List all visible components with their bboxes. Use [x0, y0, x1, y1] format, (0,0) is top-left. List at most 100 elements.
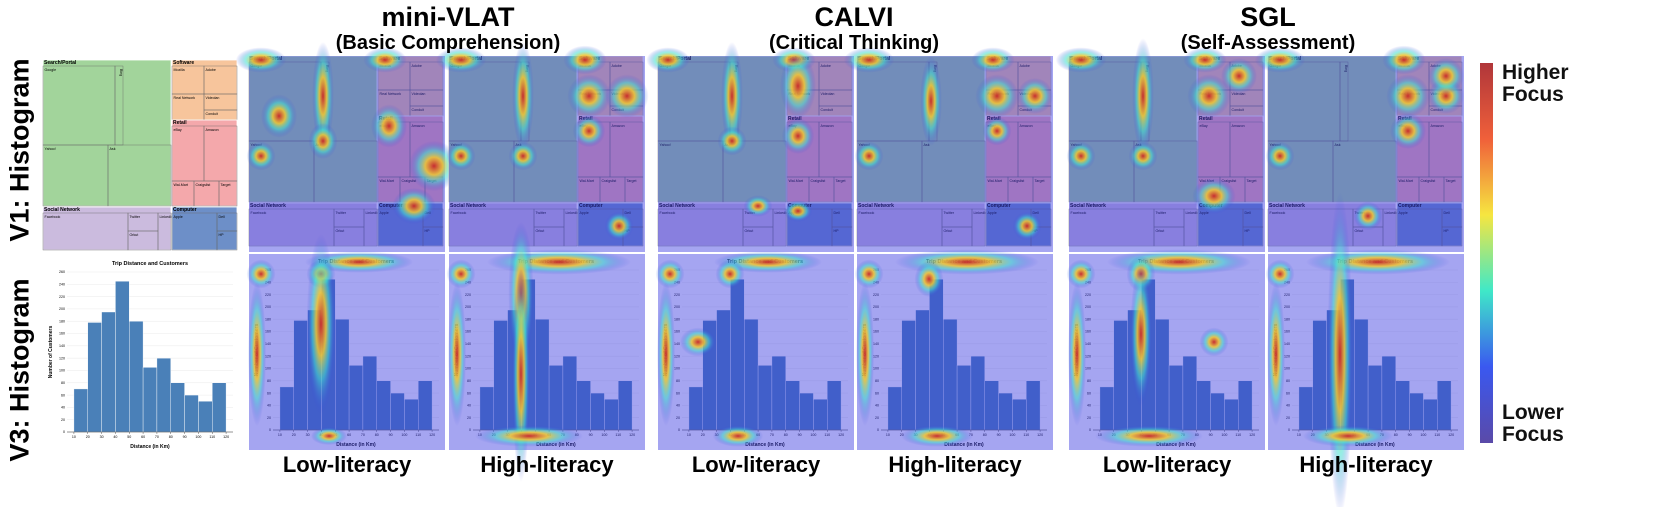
treemap-cell-label: HP	[1444, 229, 1450, 233]
y-tick-label: 200	[1284, 305, 1290, 309]
x-tick-label: 120	[429, 433, 435, 437]
x-axis-label: Distance (in Km)	[1355, 442, 1395, 448]
treemap-cell-label: Amazon	[412, 124, 425, 128]
y-tick-label: 160	[59, 332, 65, 336]
y-tick-label: 40	[467, 404, 471, 408]
treemap-cell-label: Adobe	[612, 64, 622, 68]
y-tick-label: 180	[59, 319, 65, 323]
x-tick-label: 10	[278, 433, 282, 437]
treemap-cell-label: Mozilla	[174, 68, 185, 72]
treemap-cell-label: Craigslist	[811, 179, 826, 183]
treemap-cell-label: Amazon	[821, 124, 834, 128]
treemap-cell	[1032, 176, 1052, 203]
treemap-cell-label: Target	[221, 183, 231, 187]
x-tick-label: 110	[1023, 433, 1029, 437]
treemap-cell	[363, 208, 378, 247]
x-tick-label: 80	[169, 435, 173, 439]
reference-histogram: 0 20 40 60 80 100 120 140 160 180 200 220 240 260 10 20…	[43, 256, 239, 452]
treemap-cell-label: Ask	[110, 147, 116, 151]
attention-blob	[721, 42, 743, 150]
y-tick-label: 0	[469, 428, 471, 432]
bar	[101, 311, 116, 433]
y-tick-label: 120	[873, 354, 879, 358]
heatmap-treemap: Search/PortalGoogleBingYahoo!AskSoftware…	[1055, 38, 1265, 252]
treemap-cell-label: Facebook	[45, 215, 61, 219]
y-tick-label: 100	[1085, 367, 1091, 371]
x-tick-label: 70	[155, 435, 159, 439]
x-tick-label: 50	[127, 435, 131, 439]
y-tick-label: 220	[1085, 293, 1091, 297]
y-tick-label: 140	[1284, 342, 1290, 346]
x-tick-label: 110	[615, 433, 621, 437]
treemap-group	[42, 206, 172, 251]
treemap-cell-label: Bing	[119, 69, 123, 76]
attention-blob	[235, 47, 287, 73]
treemap-group-label: Social Network	[44, 207, 80, 213]
attention-blob	[982, 116, 1012, 146]
treemap-cell-label: Adobe	[412, 64, 422, 68]
attention-base	[658, 56, 854, 252]
attention-blob	[261, 94, 297, 138]
treemap-cell-label: LinkedIn	[366, 211, 380, 215]
treemap-cell-label: Facebook	[451, 211, 467, 215]
treemap-cell-label: Videolan	[206, 96, 220, 100]
y-tick-label: 140	[1085, 342, 1091, 346]
attention-blob	[1306, 249, 1450, 275]
x-tick-label: 80	[784, 433, 788, 437]
heatmap-histogram: 0204060801001201401601802002202402601020…	[1066, 249, 1265, 450]
chart-title: Trip Distance and Customers	[112, 261, 188, 267]
y-tick-label: 60	[1087, 391, 1091, 395]
attention-blob	[246, 259, 276, 289]
attention-blob	[680, 327, 716, 357]
treemap-cell	[1382, 208, 1397, 247]
attention-blob	[715, 259, 745, 289]
x-tick-label: 60	[141, 435, 145, 439]
heatmap-treemap: Search/PortalGoogleBingYahoo!AskSoftware…	[843, 47, 1053, 252]
panel-label: High-literacy	[480, 452, 614, 477]
treemap-cell-label: Dell	[625, 211, 631, 215]
treemap-cell-label: Wal-Mart	[380, 179, 394, 183]
x-tick-label: 80	[983, 433, 987, 437]
attention-blob	[475, 425, 583, 447]
bar	[73, 388, 88, 433]
treemap-cell-label: Ask	[1335, 143, 1341, 147]
bar	[142, 367, 158, 433]
treemap-cell-label: Orkut	[944, 229, 953, 233]
y-tick-label: 160	[1085, 330, 1091, 334]
treemap-cell-label: Apple	[580, 211, 589, 215]
y-tick-label: 100	[465, 367, 471, 371]
y-tick-label: 220	[873, 293, 879, 297]
attention-blob	[604, 211, 634, 241]
treemap-group-label: Retail	[1199, 116, 1213, 122]
column-subtitle: (Basic Comprehension)	[335, 32, 561, 54]
y-tick-label: 180	[265, 317, 271, 321]
x-tick-label: 20	[701, 433, 705, 437]
treemap-cell-label: Twitter	[336, 211, 347, 215]
treemap-cell-label: Amazon	[1431, 124, 1444, 128]
treemap-cell-label: Apple	[1200, 211, 1209, 215]
attention-blob	[783, 200, 813, 222]
y-tick-label: 0	[877, 428, 879, 432]
treemap-group-label: Software	[173, 60, 194, 66]
treemap-cell-label: Real Network	[174, 96, 196, 100]
treemap-cell-label: Amazon	[1020, 124, 1033, 128]
treemap-cell-label: LinkedIn	[1385, 211, 1399, 215]
treemap-cell	[1443, 176, 1463, 203]
treemap-cell-label: Facebook	[1071, 211, 1087, 215]
treemap-cell-label: Twitter	[944, 211, 955, 215]
y-tick-label: 100	[1284, 367, 1290, 371]
attention-blob	[1428, 58, 1464, 94]
y-tick-label: 60	[267, 391, 271, 395]
treemap-cell-label: Craigslist	[602, 179, 617, 183]
treemap-cell-label: Orkut	[1355, 229, 1364, 233]
y-tick-label: 20	[1286, 416, 1290, 420]
heatmap-treemap: Search/PortalGoogleBingYahoo!AskSoftware…	[435, 42, 649, 252]
x-tick-label: 60	[347, 433, 351, 437]
attention-blob	[854, 141, 884, 171]
treemap-cell-label: Dell	[834, 211, 840, 215]
y-tick-label: 180	[873, 317, 879, 321]
y-tick-label: 100	[265, 367, 271, 371]
treemap-cell	[1332, 140, 1397, 203]
treemap-group-label: Computer	[579, 203, 603, 209]
attention-blob	[311, 427, 347, 445]
